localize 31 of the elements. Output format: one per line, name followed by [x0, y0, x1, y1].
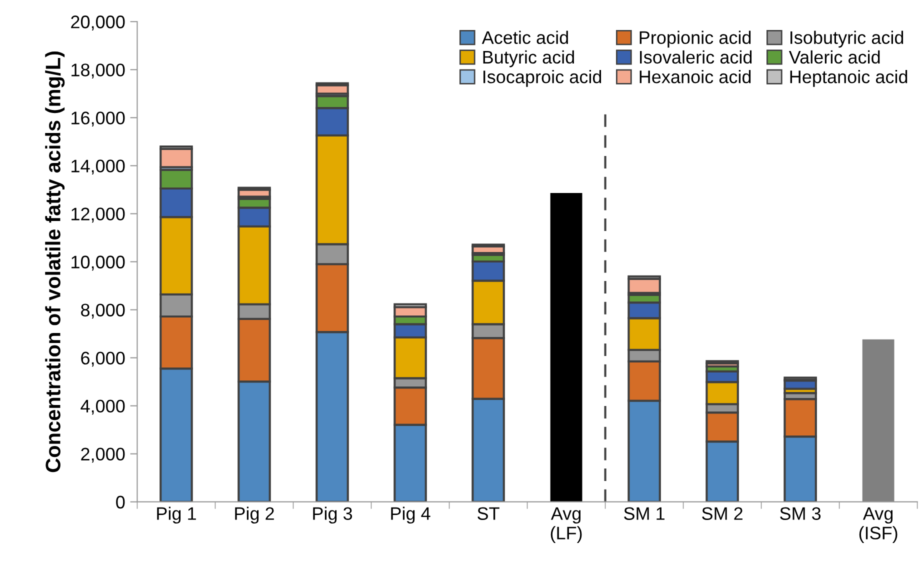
legend-label: Valeric acid: [788, 50, 880, 64]
y-tick-label: 6,000: [81, 352, 125, 367]
x-tick-label: Pig 3: [313, 506, 352, 524]
legend-label: Butyric acid: [483, 50, 574, 68]
x-tick-label: ST: [478, 507, 500, 520]
y-tick-label: 14,000: [72, 160, 125, 175]
legend-label: Hexanoic acid: [640, 70, 751, 84]
legend-label: Propionic acid: [640, 30, 751, 48]
y-tick-label: 16,000: [72, 112, 125, 127]
legend-label: Heptanoic acid: [790, 70, 908, 87]
legend-label: Isovaleric acid: [640, 50, 752, 64]
x-tick-label: Pig 4: [391, 506, 430, 524]
x-tick-label: Avg (LF): [550, 507, 582, 543]
y-axis-title: Concentration of volatile fatty acids (mg/L): [45, 52, 65, 472]
x-tick-label: SM 3: [780, 507, 821, 520]
x-tick-label: Avg (ISF): [859, 507, 898, 543]
x-tick-label: Pig 1: [157, 506, 196, 524]
x-tick-label: Pig 2: [235, 506, 274, 524]
y-tick-label: 2,000: [81, 448, 125, 463]
y-tick-label: 12,000: [72, 208, 125, 223]
legend-label: Acetic acid: [482, 30, 568, 44]
y-tick-label: 0: [116, 496, 125, 509]
y-tick-label: 10,000: [72, 256, 125, 271]
legend-label: Isocaproic acid: [483, 70, 602, 87]
y-tick-label: 20,000: [71, 16, 125, 30]
y-tick-label: 8,000: [81, 304, 125, 319]
legend-label: Isobutyric acid: [790, 30, 904, 48]
y-tick-label: 4,000: [80, 400, 125, 415]
y-tick-label: 18,000: [72, 64, 125, 78]
x-tick-label: SM 1: [624, 507, 664, 520]
x-tick-label: SM 2: [702, 507, 742, 520]
